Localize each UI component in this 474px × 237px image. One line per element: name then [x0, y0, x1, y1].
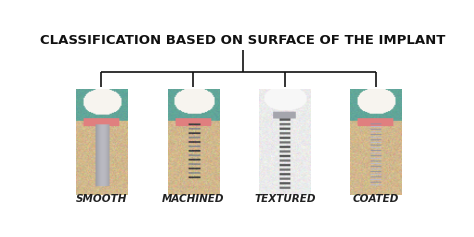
- Text: TEXTURED: TEXTURED: [255, 194, 316, 204]
- Text: CLASSIFICATION BASED ON SURFACE OF THE IMPLANT: CLASSIFICATION BASED ON SURFACE OF THE I…: [40, 34, 446, 47]
- Text: SMOOTH: SMOOTH: [76, 194, 127, 204]
- Text: MACHINED: MACHINED: [162, 194, 225, 204]
- Text: COATED: COATED: [353, 194, 399, 204]
